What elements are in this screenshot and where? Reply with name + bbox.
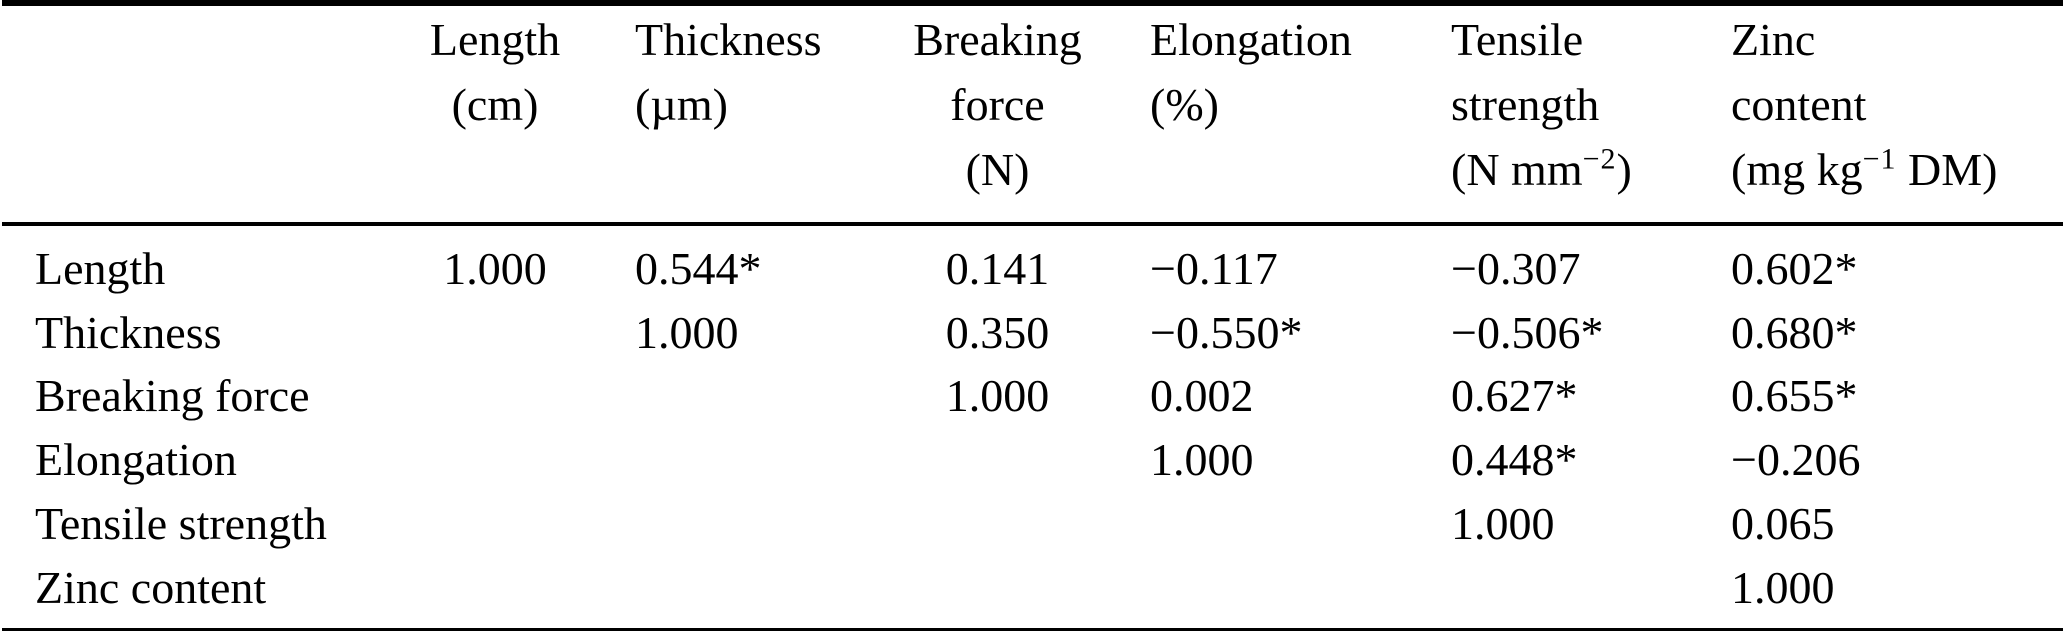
unit-text: DM) (1896, 144, 1998, 195)
column-label: content (1731, 79, 1867, 130)
cell-value (570, 492, 905, 556)
cell-value (420, 364, 570, 428)
table-row-thickness: Thickness 1.000 0.350 −0.550* −0.506* 0.… (2, 301, 2063, 365)
cell-value: 0.350 (945, 306, 1050, 358)
unit-text: (N mm (1451, 144, 1583, 195)
cell-value: 0.065 (1731, 497, 1835, 549)
table-row-length: Length 1.000 0.544* 0.141 −0.117 −0.307 … (2, 224, 2063, 301)
cell-value: 0.627* (1451, 370, 1578, 422)
cell-value: 0.002 (1150, 370, 1254, 422)
cell-value: 0.448* (1451, 434, 1578, 486)
row-label: Breaking force (35, 370, 310, 422)
table-row-tensile-strength: Tensile strength 1.000 0.065 (2, 492, 2063, 556)
column-label: Elongation (1150, 14, 1352, 65)
unit-text: (mg kg (1731, 144, 1863, 195)
table-row-breaking-force: Breaking force 1.000 0.002 0.627* 0.655* (2, 364, 2063, 428)
cell-value: 1.000 (1451, 497, 1555, 549)
cell-value: 1.000 (1150, 434, 1254, 486)
table-header: Length (cm) Thickness (µm) Breaking forc… (2, 3, 2063, 224)
cell-value (420, 301, 570, 365)
cell-value: −0.550* (1150, 306, 1303, 358)
cell-value (420, 556, 570, 631)
cell-value: −0.307 (1451, 243, 1581, 294)
column-unit: (N mm−2) (1451, 137, 1729, 202)
column-label: Tensile (1451, 14, 1584, 65)
cell-value (570, 364, 905, 428)
cell-value: 1.000 (1731, 561, 1835, 613)
header-cell-breaking-force: Breaking force (N) (905, 3, 1090, 224)
cell-value: 1.000 (945, 370, 1050, 422)
table-row-elongation: Elongation 1.000 0.448* −0.206 (2, 428, 2063, 492)
cell-value (905, 492, 1090, 556)
column-label: Zinc (1731, 14, 1816, 65)
cell-value: 1.000 (635, 306, 739, 358)
cell-value (570, 556, 905, 631)
cell-value (420, 428, 570, 492)
header-cell-empty (2, 3, 420, 224)
header-cell-tensile-strength: Tensile strength (N mm−2) (1450, 3, 1730, 224)
cell-value (1450, 556, 1730, 631)
column-label: Length (429, 14, 561, 65)
header-cell-length: Length (cm) (420, 3, 570, 224)
column-unit: (mg kg−1 DM) (1731, 137, 2062, 202)
cell-value: 0.655* (1731, 370, 1858, 422)
row-label: Elongation (35, 434, 237, 486)
cell-value (420, 492, 570, 556)
header-cell-elongation: Elongation (%) (1090, 3, 1450, 224)
row-label: Tensile strength (35, 497, 327, 549)
cell-value: −0.206 (1731, 434, 1861, 486)
column-label: force (950, 79, 1045, 130)
column-unit: (%) (1150, 79, 1219, 130)
cell-value: 0.544* (635, 243, 762, 294)
row-label: Thickness (35, 306, 222, 358)
cell-value: 0.141 (945, 243, 1050, 294)
header-cell-zinc-content: Zinc content (mg kg−1 DM) (1730, 3, 2063, 224)
unit-text: ) (1616, 144, 1632, 195)
cell-value: 0.602* (1731, 243, 1858, 294)
cell-value: −0.117 (1150, 243, 1278, 294)
header-row: Length (cm) Thickness (µm) Breaking forc… (2, 3, 2063, 224)
column-unit: (cm) (451, 79, 539, 130)
cell-value (905, 428, 1090, 492)
cell-value: 0.680* (1731, 306, 1858, 358)
table-row-zinc-content: Zinc content 1.000 (2, 556, 2063, 631)
row-label: Zinc content (35, 561, 267, 613)
cell-value (1090, 556, 1450, 631)
column-label: Breaking (913, 14, 1082, 65)
row-label: Length (35, 243, 166, 294)
table-body: Length 1.000 0.544* 0.141 −0.117 −0.307 … (2, 224, 2063, 631)
cell-value (905, 556, 1090, 631)
header-cell-thickness: Thickness (µm) (570, 3, 905, 224)
cell-value (1090, 492, 1450, 556)
cell-value (570, 428, 905, 492)
unit-superscript: −1 (1862, 142, 1897, 176)
unit-superscript: −2 (1582, 142, 1617, 176)
cell-value: 1.000 (443, 243, 547, 294)
cell-value: −0.506* (1451, 306, 1604, 358)
column-unit: (N) (965, 144, 1030, 195)
column-label: strength (1451, 79, 1600, 130)
column-label: Thickness (635, 14, 822, 65)
column-unit: (µm) (635, 79, 728, 130)
